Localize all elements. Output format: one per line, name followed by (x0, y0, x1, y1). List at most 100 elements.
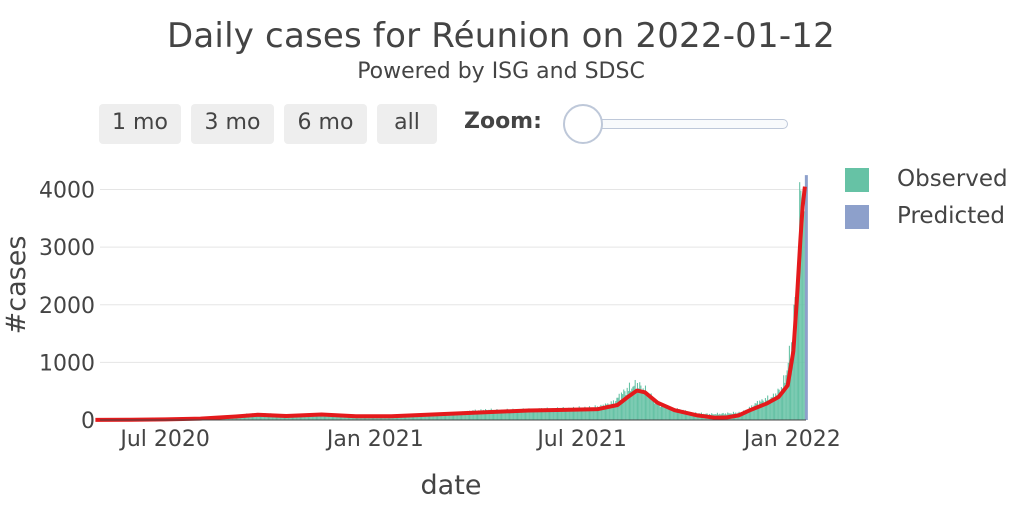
bar-observed (652, 398, 655, 420)
bar-observed (538, 408, 540, 420)
bar-observed (504, 410, 506, 420)
bar-observed (435, 413, 437, 420)
bar-observed (627, 390, 629, 420)
bar-observed (498, 410, 500, 420)
bar-observed (440, 412, 442, 420)
bar-observed (641, 391, 643, 420)
bar-observed (799, 182, 801, 420)
bar-observed (676, 408, 678, 420)
bar-observed (751, 405, 753, 420)
bar-observed (602, 404, 604, 420)
bar-observed (441, 414, 443, 420)
bar-observed (458, 411, 460, 420)
bar-observed (744, 410, 746, 420)
bar-observed (463, 412, 465, 420)
bar-observed (684, 410, 686, 420)
bar-observed (476, 411, 479, 420)
bar-observed (803, 211, 805, 420)
bar-observed (453, 412, 455, 420)
bar-observed (595, 408, 597, 420)
bar-observed (588, 406, 591, 420)
bar-observed (455, 413, 457, 420)
bar-observed (680, 411, 682, 420)
zoom-label: Zoom: (464, 109, 542, 134)
bar-observed (438, 413, 440, 420)
bar-observed (779, 393, 781, 420)
bar-observed (663, 405, 665, 420)
bar-observed (558, 409, 560, 420)
bar-observed (593, 409, 595, 420)
range-button-all[interactable]: all (377, 104, 437, 144)
bar-observed (399, 416, 401, 420)
range-button-1mo[interactable]: 1 mo (99, 104, 181, 144)
range-button-3mo[interactable]: 3 mo (191, 104, 274, 144)
bar-observed (619, 400, 621, 420)
bar-observed (490, 408, 492, 420)
bar-observed (431, 414, 433, 420)
bar-observed (318, 413, 320, 420)
bar-observed (313, 414, 315, 420)
bar-observed (451, 413, 453, 420)
axes-group: 0 1000 2000 3000 4000 Jul 2020 Jan 2021 Jul 202… (1, 179, 841, 501)
bar-observed (667, 408, 669, 420)
bar-observed (767, 395, 769, 420)
y-tick-label: 4000 (39, 179, 95, 204)
bar-observed (586, 407, 588, 420)
bar-observed (320, 413, 322, 420)
bar-observed (682, 409, 684, 420)
x-tick-label: Jul 2021 (535, 427, 627, 452)
bar-observed (770, 397, 772, 420)
bar-observed (690, 412, 692, 420)
x-tick-label: Jan 2022 (742, 427, 841, 452)
bar-observed (559, 410, 561, 420)
bar-observed (539, 409, 541, 420)
bar-observed (430, 413, 432, 420)
bar-observed (747, 410, 749, 420)
bar-observed (298, 415, 300, 420)
bar-observed (415, 415, 417, 420)
bar-observed (528, 408, 530, 420)
bar-observed (304, 414, 306, 420)
bar-observed (443, 414, 445, 420)
bar-observed (553, 411, 555, 420)
bar-observed (329, 414, 331, 420)
bar-observed (312, 413, 314, 420)
bar-observed (785, 375, 787, 420)
bar-observed (524, 409, 527, 420)
bar-observed (393, 416, 395, 420)
bar-observed (508, 410, 511, 420)
bar-observed (772, 393, 774, 420)
bar-observed (611, 403, 613, 420)
bar-observed (754, 403, 756, 420)
bar-observed (603, 408, 605, 420)
bar-observed (416, 414, 418, 420)
bar-observed (425, 415, 427, 420)
bar-observed (310, 414, 312, 420)
zoom-slider-handle[interactable] (563, 104, 603, 144)
bar-observed (467, 411, 469, 420)
bar-observed (612, 400, 615, 420)
bar-observed (689, 411, 691, 420)
bar-observed (450, 412, 452, 420)
bar-observed (531, 411, 533, 420)
bar-observed (587, 409, 589, 420)
bar-observed (601, 406, 603, 420)
bar-observed (642, 388, 644, 420)
bar-observed (748, 406, 750, 420)
bar-observed (454, 413, 456, 420)
bar-observed (769, 399, 771, 420)
bar-observed (511, 410, 513, 420)
range-button-6mo[interactable]: 6 mo (284, 104, 367, 144)
bar-observed (523, 410, 525, 420)
bar-observed (462, 411, 464, 420)
x-axis-title: date (421, 470, 482, 501)
bar-observed (592, 408, 594, 420)
trend-line (95, 186, 807, 422)
bar-observed (306, 414, 308, 420)
bar-observed (683, 411, 685, 420)
bar-observed (563, 410, 565, 420)
bar-observed (759, 400, 761, 420)
bar-observed (325, 413, 327, 420)
bar-observed (337, 415, 339, 420)
bar-observed (658, 403, 660, 420)
